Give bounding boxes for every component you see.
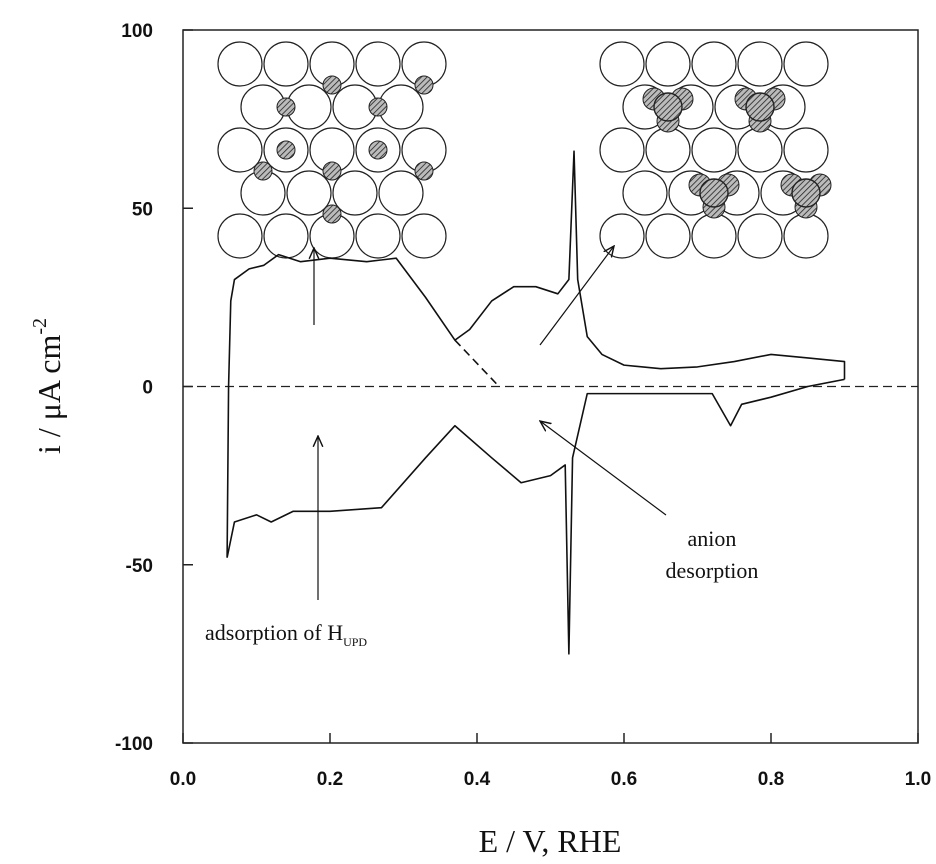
y-axis-label-text: i / μA cm <box>31 335 67 454</box>
x-tick-label: 0.0 <box>170 769 196 790</box>
y-axis-label-superscript: -2 <box>29 318 51 335</box>
lattice-atom <box>286 170 332 216</box>
hydrogen <box>322 75 342 95</box>
lattice-atom <box>599 41 645 87</box>
lattice-atom <box>355 41 401 87</box>
x-axis-label: E / V, RHE <box>479 823 622 859</box>
annotation: anion <box>688 526 737 551</box>
lattice-atom <box>622 170 668 216</box>
lattice-atom <box>401 213 447 259</box>
x-tick-label: 0.8 <box>758 769 784 790</box>
lattice-atom <box>217 127 263 173</box>
lattice-atom <box>783 41 829 87</box>
lattice-atom <box>263 41 309 87</box>
x-tick-label: 1.0 <box>905 769 931 790</box>
x-tick-label: 0.6 <box>611 769 637 790</box>
lattice-atom <box>691 127 737 173</box>
x-tick-label: 0.2 <box>317 769 343 790</box>
lattice-atom <box>691 41 737 87</box>
lattice-atom <box>645 127 691 173</box>
lattice-atom <box>737 41 783 87</box>
lattice-atom <box>217 41 263 87</box>
anion-center <box>653 92 683 122</box>
lattice-atom <box>217 213 263 259</box>
lattice-atom <box>737 127 783 173</box>
hydrogen <box>368 140 388 160</box>
cv-curve <box>226 150 846 558</box>
anion-center <box>791 178 821 208</box>
arrows <box>314 246 667 600</box>
lattice-atom <box>691 213 737 259</box>
lattice-atom <box>599 127 645 173</box>
hydrogen <box>322 204 342 224</box>
lattice-atom <box>332 170 378 216</box>
hydrogen <box>276 97 296 117</box>
y-tick-label: 50 <box>132 199 153 220</box>
arrow <box>540 421 667 516</box>
hydrogen <box>414 75 434 95</box>
y-tick-label: -100 <box>115 734 153 755</box>
lattice-atom <box>783 127 829 173</box>
y-tick-label: 0 <box>142 378 153 399</box>
y-tick-label: 100 <box>121 21 153 42</box>
lattice-atom <box>783 213 829 259</box>
anion-center <box>699 178 729 208</box>
hydrogen <box>322 161 342 181</box>
lattice-atom <box>355 213 401 259</box>
y-tick-label: -50 <box>126 556 153 577</box>
annotation-subscript: UPD <box>343 635 367 649</box>
extrapolation-line <box>454 339 500 388</box>
lattice-atom <box>263 213 309 259</box>
lattice-atom <box>645 213 691 259</box>
annotation: adsorption of HUPD <box>205 620 367 649</box>
anion-center <box>745 92 775 122</box>
hydrogen <box>276 140 296 160</box>
annotation: desorption <box>666 558 759 583</box>
lattice-atom <box>737 213 783 259</box>
lattice-atom <box>645 41 691 87</box>
hydrogen <box>414 161 434 181</box>
lattice-atom <box>599 213 645 259</box>
cv-curve <box>226 378 845 655</box>
lattice-illustrations <box>217 41 832 259</box>
hydrogen <box>368 97 388 117</box>
x-tick-label: 0.4 <box>464 769 491 790</box>
y-axis-label: i / μA cm-2 <box>29 318 67 454</box>
annotation-text: adsorption of H <box>205 620 343 645</box>
hydrogen <box>253 161 273 181</box>
arrow <box>539 246 614 346</box>
lattice-atom <box>378 170 424 216</box>
